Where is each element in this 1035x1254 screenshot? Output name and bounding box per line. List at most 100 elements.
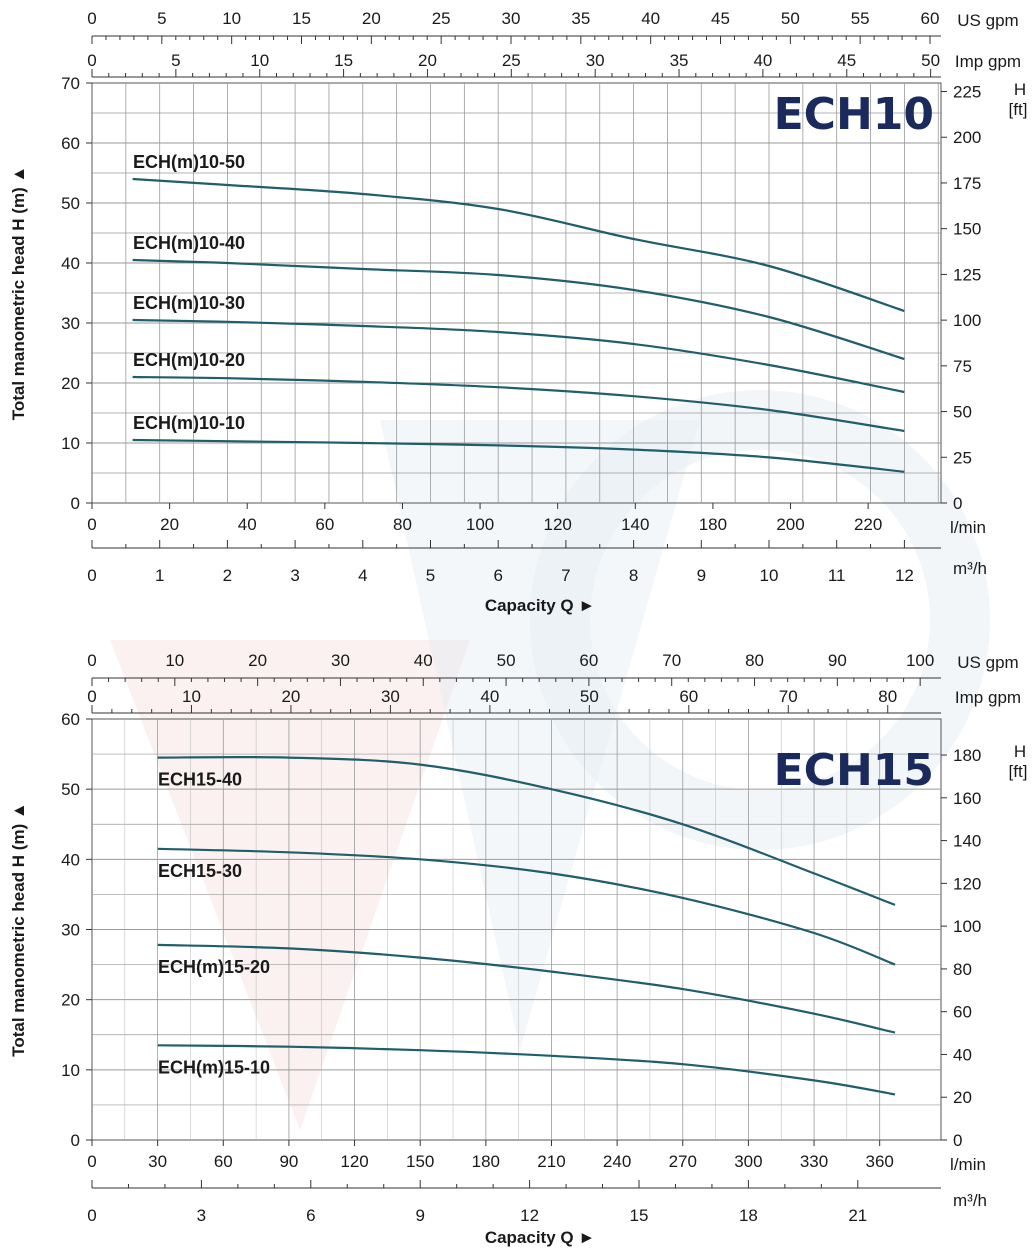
x-tick-label-lmin: 20 bbox=[160, 515, 179, 534]
x-unit-lmin: l/min bbox=[950, 518, 986, 537]
y2-tick-label: 225 bbox=[953, 83, 981, 102]
series-label: ECH(m)10-40 bbox=[133, 233, 245, 253]
x-tick-label-m3h: 6 bbox=[493, 566, 502, 585]
y2-tick-label: 140 bbox=[953, 832, 981, 851]
x-tick-label-impgpm: 10 bbox=[182, 687, 201, 706]
x-tick-label-lmin: 0 bbox=[87, 1152, 96, 1171]
x-tick-label-lmin: 80 bbox=[393, 515, 412, 534]
x-axis-title: Capacity Q ► bbox=[485, 1228, 595, 1247]
chart-ech10: 0102030405060700255075100125150175200225… bbox=[9, 9, 1027, 615]
x-unit-impgpm: Imp gpm bbox=[955, 688, 1021, 707]
x-tick-label-m3h: 18 bbox=[739, 1206, 758, 1225]
y2-tick-label: 150 bbox=[953, 220, 981, 239]
x-tick-label-lmin: 270 bbox=[669, 1152, 697, 1171]
x-tick-label-lmin: 240 bbox=[603, 1152, 631, 1171]
y-tick-label: 60 bbox=[61, 710, 80, 729]
x-tick-label-usgpm: 20 bbox=[248, 651, 267, 670]
chart-title: ECH15 bbox=[774, 745, 934, 796]
x-tick-label-m3h: 21 bbox=[848, 1206, 867, 1225]
x-tick-label-m3h: 12 bbox=[895, 566, 914, 585]
y-tick-label: 20 bbox=[61, 991, 80, 1010]
x-tick-label-m3h: 9 bbox=[697, 566, 706, 585]
x-tick-label-impgpm: 5 bbox=[171, 51, 180, 70]
y-tick-label: 30 bbox=[61, 314, 80, 333]
y2-tick-label: 40 bbox=[953, 1045, 972, 1064]
x-tick-label-lmin: 180 bbox=[699, 515, 727, 534]
series-label: ECH(m)10-20 bbox=[133, 350, 245, 370]
x-tick-label-lmin: 30 bbox=[148, 1152, 167, 1171]
x-tick-label-usgpm: 0 bbox=[87, 9, 96, 28]
x-tick-label-lmin: 60 bbox=[315, 515, 334, 534]
series-curve-ech-m-15-20 bbox=[157, 943, 896, 1034]
y-tick-label: 40 bbox=[61, 254, 80, 273]
series-curve-ech-m-10-10 bbox=[132, 438, 905, 473]
series-curve-ech-m-15-10 bbox=[157, 1044, 896, 1096]
y2-tick-label: 160 bbox=[953, 789, 981, 808]
y2-tick-label: 100 bbox=[953, 311, 981, 330]
y-tick-label: 50 bbox=[61, 194, 80, 213]
x-tick-label-lmin: 120 bbox=[340, 1152, 368, 1171]
x-tick-label-m3h: 4 bbox=[358, 566, 367, 585]
x-tick-label-lmin: 200 bbox=[776, 515, 804, 534]
x-tick-label-m3h: 15 bbox=[630, 1206, 649, 1225]
x-tick-label-impgpm: 35 bbox=[670, 51, 689, 70]
x-tick-label-m3h: 11 bbox=[828, 566, 846, 585]
x-tick-label-usgpm: 5 bbox=[157, 9, 166, 28]
series-label: ECH(m)15-10 bbox=[158, 1057, 270, 1077]
series-curve-ech-m-10-50 bbox=[132, 177, 905, 313]
x-tick-label-m3h: 0 bbox=[87, 566, 96, 585]
x-tick-label-impgpm: 25 bbox=[502, 51, 521, 70]
y2-axis-unit: [ft] bbox=[1009, 762, 1028, 781]
x-tick-label-m3h: 7 bbox=[561, 566, 570, 585]
x-tick-label-lmin: 180 bbox=[472, 1152, 500, 1171]
series-label: ECH15-40 bbox=[158, 770, 242, 790]
x-tick-label-m3h: 10 bbox=[760, 566, 779, 585]
x-unit-lmin: l/min bbox=[950, 1155, 986, 1174]
x-tick-label-lmin: 100 bbox=[466, 515, 494, 534]
x-axis-title: Capacity Q ► bbox=[485, 596, 595, 615]
y2-axis-unit: [ft] bbox=[1009, 100, 1028, 119]
x-tick-label-impgpm: 40 bbox=[753, 51, 772, 70]
x-tick-label-impgpm: 80 bbox=[878, 687, 897, 706]
x-tick-label-lmin: 0 bbox=[87, 515, 96, 534]
y-tick-label: 10 bbox=[61, 434, 80, 453]
y-axis-title: Total manometric head H (m) ▲ bbox=[9, 166, 28, 421]
y-tick-label: 0 bbox=[71, 494, 80, 513]
x-tick-label-usgpm: 10 bbox=[222, 9, 241, 28]
x-tick-label-impgpm: 45 bbox=[837, 51, 856, 70]
y-axis-title: Total manometric head H (m) ▲ bbox=[9, 802, 28, 1057]
y-tick-label: 20 bbox=[61, 374, 80, 393]
x-tick-label-m3h: 5 bbox=[426, 566, 435, 585]
x-tick-label-m3h: 3 bbox=[290, 566, 299, 585]
y-axis-arrow: ▲ bbox=[9, 802, 28, 819]
x-tick-label-lmin: 120 bbox=[543, 515, 571, 534]
x-tick-label-usgpm: 10 bbox=[165, 651, 184, 670]
x-tick-label-lmin: 40 bbox=[238, 515, 257, 534]
y2-tick-label: 50 bbox=[953, 403, 972, 422]
x-tick-label-m3h: 12 bbox=[520, 1206, 539, 1225]
x-tick-label-usgpm: 40 bbox=[641, 9, 660, 28]
x-tick-label-impgpm: 30 bbox=[586, 51, 605, 70]
x-tick-label-lmin: 210 bbox=[537, 1152, 565, 1171]
series-curve-ech-m-10-40 bbox=[132, 258, 905, 361]
series-label: ECH(m)15-20 bbox=[158, 957, 270, 977]
series-curve-ech15-40 bbox=[157, 755, 896, 906]
y2-tick-label: 100 bbox=[953, 917, 981, 936]
x-tick-label-m3h: 8 bbox=[629, 566, 638, 585]
x-unit-m3h: m³/h bbox=[953, 1191, 987, 1210]
x-tick-label-usgpm: 70 bbox=[662, 651, 681, 670]
x-unit-impgpm: Imp gpm bbox=[955, 52, 1021, 71]
y-tick-label: 0 bbox=[71, 1131, 80, 1150]
x-unit-usgpm: US gpm bbox=[957, 653, 1018, 672]
y2-tick-label: 80 bbox=[953, 960, 972, 979]
x-tick-label-usgpm: 35 bbox=[571, 9, 590, 28]
series-label: ECH(m)10-50 bbox=[133, 152, 245, 172]
x-tick-label-impgpm: 50 bbox=[921, 51, 940, 70]
y2-axis-label: H bbox=[1014, 742, 1026, 761]
y-tick-label: 40 bbox=[61, 850, 80, 869]
y2-axis-label: H bbox=[1014, 80, 1026, 99]
x-tick-label-usgpm: 50 bbox=[781, 9, 800, 28]
x-tick-label-impgpm: 50 bbox=[580, 687, 599, 706]
x-tick-label-usgpm: 30 bbox=[502, 9, 521, 28]
